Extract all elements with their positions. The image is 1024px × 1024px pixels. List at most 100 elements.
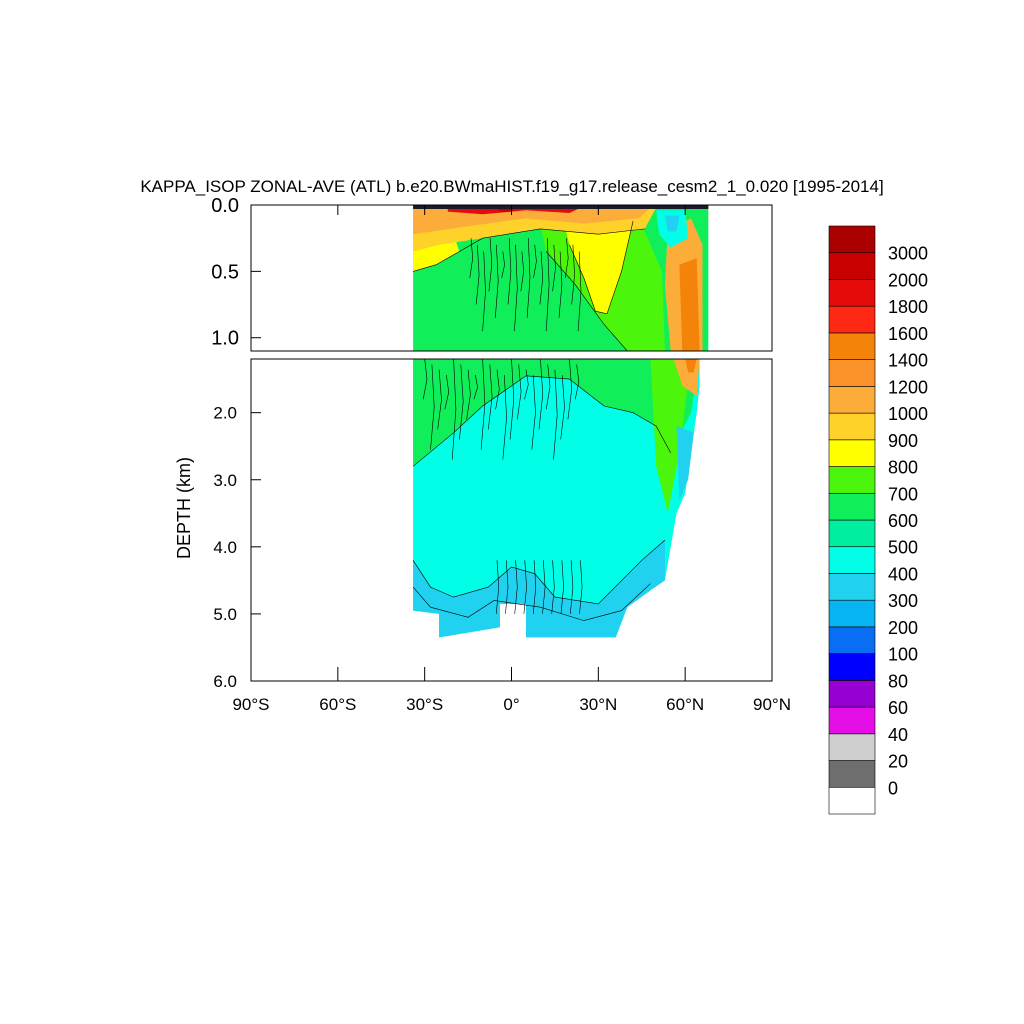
contour-filament [488, 364, 493, 430]
colorbar-label: 700 [888, 484, 918, 504]
colorbar-label: 600 [888, 511, 918, 531]
colorbar-label: 800 [888, 458, 918, 478]
contour-filament [495, 560, 500, 614]
contour-filament [509, 359, 515, 440]
contour-1400-1600-deep [685, 359, 697, 373]
contour-filament [539, 251, 544, 305]
contour-filament [502, 375, 507, 460]
contour-filament [466, 369, 471, 420]
y-tick-label: 5.0 [213, 605, 237, 624]
contour-700-800-deep [650, 359, 691, 514]
y-tick-label: 4.0 [213, 538, 237, 557]
colorbar-swatch [828, 760, 876, 788]
contour-line [412, 539, 666, 605]
colorbar-swatch [828, 332, 876, 360]
colorbar-label: 40 [888, 725, 908, 745]
y-tick-label: 0.0 [211, 195, 239, 217]
contour-filament [514, 244, 518, 332]
contour-filament [558, 251, 563, 318]
contour-filament [507, 238, 512, 305]
y-tick-label: 0.5 [211, 261, 239, 283]
contour-filament [505, 560, 509, 614]
contour-filament [480, 359, 486, 450]
y-tick-label: 1.0 [211, 328, 239, 350]
contour-filament [531, 375, 536, 450]
contour-filament [482, 251, 486, 332]
colorbar-label: 20 [888, 752, 908, 772]
colorbar-swatch [828, 492, 876, 521]
contour-filament [579, 560, 583, 614]
contour-filament [560, 375, 565, 440]
colorbar-label: 1200 [888, 377, 928, 397]
contour-filament [514, 560, 518, 614]
contour-filament [574, 364, 580, 400]
upper-y-ticks: 0.0 0.5 1.0 [211, 195, 261, 350]
colorbar-swatch [828, 225, 876, 254]
x-tick-label: 30°N [579, 695, 617, 714]
contour-line [412, 375, 671, 467]
y-tick-label: 3.0 [213, 471, 237, 490]
lower-y-ticks: 2.0 3.0 4.0 5.0 6.0 [213, 404, 261, 691]
contour-800-900 [563, 220, 634, 314]
contour-filament [451, 359, 457, 460]
colorbar-swatch [828, 546, 876, 574]
colorbar-swatch [828, 386, 876, 414]
colorbar-swatch [828, 680, 876, 708]
contour-filament [524, 369, 529, 400]
colorbar-label: 500 [888, 538, 918, 558]
contour-filament [560, 560, 564, 614]
colorbar-swatch [828, 733, 876, 761]
x-axis-ticks: 90°S 60°S 30°S 0° 30°N 60°N 90°N [232, 205, 791, 714]
colorbar-label: 1000 [888, 404, 928, 424]
x-tick-label: 30°S [406, 695, 443, 714]
y-tick-label: 2.0 [213, 404, 237, 423]
colorbar-label: 1600 [888, 324, 928, 344]
y-tick-label: 6.0 [213, 672, 237, 691]
contour-filament [571, 244, 575, 305]
x-tick-label: 60°N [666, 695, 704, 714]
contour-filament [459, 364, 464, 440]
upper-contour-field [413, 205, 709, 351]
x-tick-label: 60°S [319, 695, 356, 714]
colorbar-label: 1800 [888, 297, 928, 317]
contour-filament [551, 560, 555, 614]
contour-500-600 [413, 359, 700, 638]
colorbar-swatch [828, 305, 876, 334]
contour-filament [488, 238, 493, 292]
contour-1400-1600-north [679, 258, 700, 351]
colorbar-swatch [828, 439, 876, 467]
contour-filament [538, 359, 544, 430]
colorbar-label: 1400 [888, 351, 928, 371]
colorbar-swatch [828, 706, 876, 735]
contour-line [412, 583, 651, 621]
contour-filament [533, 244, 537, 279]
colorbar-label: 300 [888, 591, 918, 611]
x-tick-label: 90°N [753, 695, 791, 714]
surface-band [413, 205, 709, 209]
colorbar-label: 0 [888, 778, 898, 798]
colorbar-swatch [828, 279, 876, 307]
contour-filament [577, 251, 582, 332]
colorbar-label: 2000 [888, 270, 928, 290]
colorbar-swatch [828, 786, 876, 815]
contour-filament [473, 375, 478, 400]
colorbar-swatch [828, 519, 876, 548]
colorbar-swatch [828, 252, 876, 280]
contour-line [413, 228, 645, 272]
colorbar-label: 60 [888, 698, 908, 718]
contour-filament [469, 238, 474, 279]
colorbar-swatch [828, 573, 876, 601]
contour-filament [545, 238, 550, 332]
colorbar-label: 3000 [888, 244, 928, 264]
contour-400-500-east [676, 426, 694, 500]
contour-filament [520, 251, 525, 292]
contour-filament [495, 369, 500, 410]
contour-filament [437, 369, 442, 430]
contour-filament [552, 244, 556, 292]
contour-300-400-north [664, 215, 680, 232]
contour-filament [553, 369, 558, 460]
lower-contour-field [412, 359, 700, 638]
contour-filament [526, 238, 531, 318]
contour-400-500-deep [413, 540, 665, 638]
contour-filament [444, 375, 450, 410]
